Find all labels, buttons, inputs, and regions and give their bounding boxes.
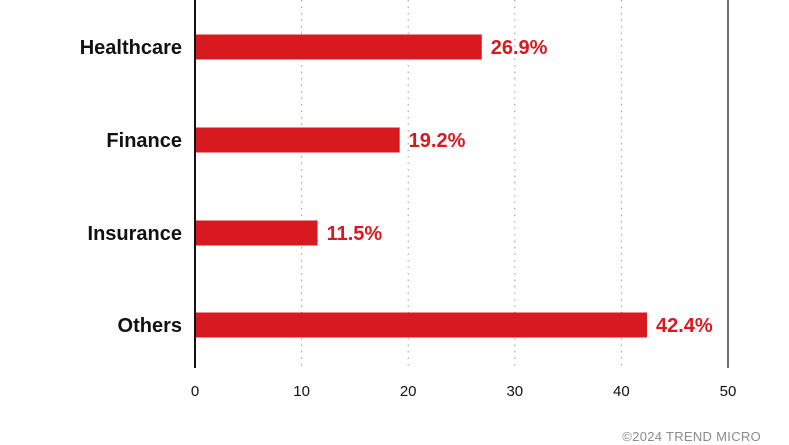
x-tick-label: 50 [720,383,737,400]
copyright-notice: ©2024 TREND MICRO [622,429,761,444]
bar [196,127,400,153]
bar [196,34,482,60]
category-label: Others [118,315,182,337]
bar [196,220,318,246]
x-tick-label: 20 [400,383,417,400]
category-label: Finance [106,130,182,152]
bar [196,312,647,338]
x-tick-label: 0 [191,383,199,400]
value-label: 42.4% [656,315,713,337]
value-label: 19.2% [409,130,466,152]
x-tick-label: 30 [506,383,523,400]
value-label: 11.5% [327,223,383,245]
category-label: Healthcare [80,37,182,59]
x-tick-label: 40 [613,383,630,400]
x-tick-label: 10 [293,383,310,400]
value-label: 26.9% [491,37,548,59]
category-label: Insurance [88,223,182,245]
